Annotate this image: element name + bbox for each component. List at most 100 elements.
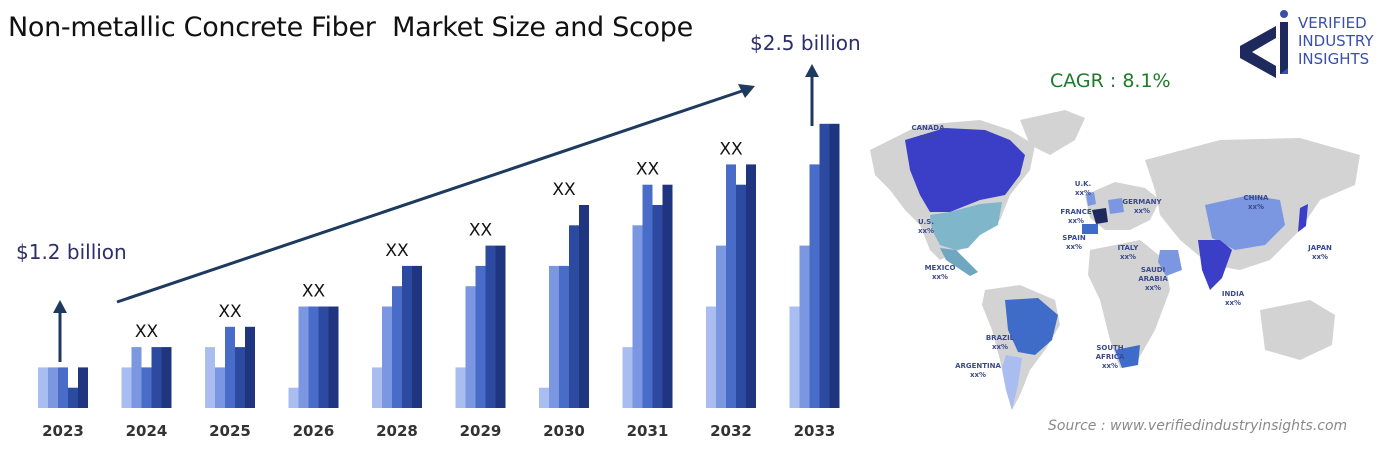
saudi-shape	[1158, 250, 1182, 276]
africa-shape	[1088, 240, 1170, 368]
map-label-japan: JAPAN	[1307, 244, 1332, 252]
bar-2024-4	[151, 347, 162, 408]
bar-2033-3	[809, 164, 820, 408]
australia-shape	[1260, 300, 1335, 360]
bar-2032-4	[736, 184, 746, 408]
bar-2023-1	[38, 367, 48, 408]
logo-line-2: INDUSTRY	[1298, 32, 1374, 50]
bar-2032-5	[746, 164, 756, 408]
x-tick-label-2033: 2033	[794, 422, 836, 440]
map-label-canada: CANADA	[911, 124, 945, 132]
bar-2025-5	[245, 326, 255, 408]
x-tick-label-2029: 2029	[460, 422, 502, 440]
value-label-2025: XX	[218, 302, 242, 322]
bar-2030-5	[579, 205, 589, 408]
x-tick-label-2024: 2024	[126, 422, 168, 440]
logo-line-1: VERIFIED	[1298, 14, 1367, 32]
start-value-label: $1.2 billion	[16, 240, 127, 264]
x-tick-label-2030: 2030	[543, 422, 585, 440]
bar-2030-3	[559, 265, 569, 408]
germany-shape	[1108, 198, 1124, 214]
greenland-shape	[1020, 110, 1085, 155]
map-value-japan: xx%	[1312, 253, 1328, 261]
value-label-2028: XX	[385, 241, 409, 261]
x-tick-label-2025: 2025	[209, 422, 251, 440]
map-value-us: xx%	[918, 227, 934, 235]
us-shape	[930, 202, 1002, 250]
bar-2028-4	[402, 265, 412, 408]
bar-2028-1	[372, 367, 382, 408]
uk-shape	[1086, 192, 1096, 206]
bar-2032-1	[706, 306, 716, 408]
map-value-brazil: xx%	[992, 343, 1008, 351]
start-arrow-head	[53, 300, 67, 313]
value-label-2024: XX	[135, 322, 159, 342]
map-label-mexico: MEXICO	[925, 264, 956, 272]
value-label-2030: XX	[552, 180, 576, 200]
logo-icon	[1240, 10, 1288, 78]
argentina-shape	[1002, 355, 1022, 410]
bar-2031-5	[662, 184, 673, 408]
x-tick-label-2026: 2026	[293, 422, 335, 440]
bar-2028-3	[392, 286, 402, 408]
bar-2023-3	[58, 367, 68, 408]
map-label-germany: GERMANY	[1122, 198, 1162, 206]
bar-2023-2	[48, 367, 58, 408]
bar-2029-4	[485, 245, 496, 408]
bar-2029-5	[495, 245, 506, 408]
china-shape	[1205, 195, 1285, 250]
map-value-extra-saudi: xx%	[1145, 284, 1161, 292]
bar-2024-2	[131, 347, 142, 408]
bar-2030-4	[569, 225, 579, 408]
cagr-label: CAGR : 8.1%	[1050, 70, 1171, 92]
france-shape	[1092, 208, 1108, 224]
bar-2025-4	[235, 347, 245, 408]
map-value-south: AFRICA	[1096, 353, 1125, 361]
map-value-spain: xx%	[1066, 243, 1082, 251]
bar-2032-2	[716, 245, 726, 408]
map-value-italy: xx%	[1120, 253, 1136, 261]
bar-2029-1	[455, 367, 466, 408]
bar-2026-4	[318, 306, 329, 408]
page-title: Non-metallic Concrete Fiber Market Size …	[8, 12, 693, 43]
map-label-india: INDIA	[1222, 290, 1245, 298]
bar-2024-1	[121, 367, 132, 408]
map-labels: CANADAxx%U.S.xx%MEXICOxx%BRAZILxx%ARGENT…	[911, 124, 1332, 379]
bar-chart: 2023 2024 XX 2025 XX 2026 XX 2028 XX 2029 XX 2030 XX…	[16, 31, 861, 440]
map-value-france: xx%	[1068, 217, 1084, 225]
map-value-germany: xx%	[1134, 207, 1150, 215]
bar-2030-1	[539, 387, 549, 408]
bar-2028-2	[382, 306, 392, 408]
bar-2031-1	[622, 347, 633, 408]
map-label-south: SOUTH	[1096, 344, 1123, 352]
map-value-extra-south: xx%	[1102, 362, 1118, 370]
bar-2025-2	[215, 367, 225, 408]
japan-shape	[1298, 204, 1308, 232]
map-label-saudi: SAUDI	[1141, 266, 1165, 274]
value-label-2032: XX	[719, 139, 743, 159]
map-value-uk: xx%	[1075, 189, 1091, 197]
bar-2026-1	[288, 387, 299, 408]
bar-2029-2	[465, 286, 476, 408]
logo-line-3: INSIGHTS	[1298, 50, 1370, 68]
map-value-argentina: xx%	[970, 371, 986, 379]
growth-arrow-head	[738, 84, 755, 98]
map-label-uk: U.K.	[1075, 180, 1091, 188]
canada-shape	[905, 128, 1025, 212]
bar-2032-3	[726, 164, 736, 408]
bar-2029-3	[475, 265, 486, 408]
map-label-us: U.S.	[918, 218, 934, 226]
bar-2023-5	[78, 367, 88, 408]
bar-2031-2	[632, 225, 643, 408]
map-label-china: CHINA	[1244, 194, 1269, 202]
bar-2033-1	[789, 306, 800, 408]
map-label-argentina: ARGENTINA	[955, 362, 1001, 370]
value-label-2029: XX	[469, 221, 493, 241]
logo-text: VERIFIED INDUSTRY INSIGHTS	[1298, 14, 1373, 68]
bar-2033-2	[799, 245, 810, 408]
bar-2026-5	[328, 306, 339, 408]
x-tick-label-2023: 2023	[42, 422, 84, 440]
map-label-france: FRANCE	[1060, 208, 1092, 216]
map-value-china: xx%	[1248, 203, 1264, 211]
spain-shape	[1082, 224, 1098, 234]
